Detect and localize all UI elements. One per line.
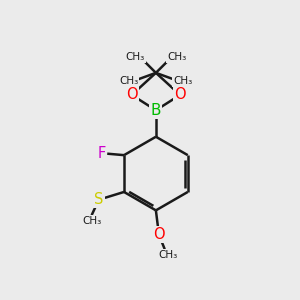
- Text: S: S: [94, 192, 104, 207]
- Text: F: F: [97, 146, 106, 161]
- Text: CH₃: CH₃: [126, 52, 145, 62]
- Text: CH₃: CH₃: [167, 52, 186, 62]
- Text: O: O: [153, 227, 165, 242]
- Text: CH₃: CH₃: [173, 76, 193, 86]
- Text: CH₃: CH₃: [82, 215, 101, 226]
- Text: O: O: [126, 87, 138, 102]
- Text: B: B: [151, 103, 161, 118]
- Text: CH₃: CH₃: [119, 76, 139, 86]
- Text: CH₃: CH₃: [158, 250, 177, 260]
- Text: O: O: [174, 87, 186, 102]
